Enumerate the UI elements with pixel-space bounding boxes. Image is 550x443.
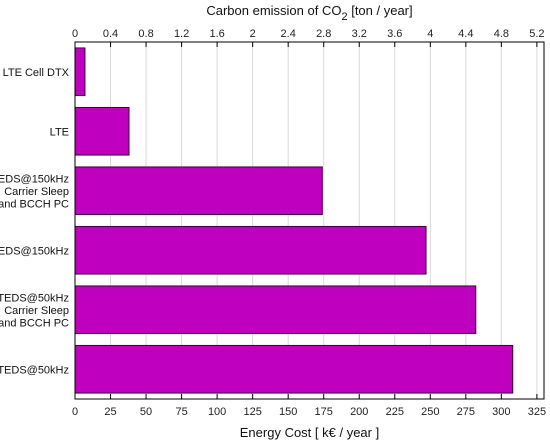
bar — [74, 166, 323, 216]
bottom-tick-label: 300 — [492, 406, 510, 418]
bottom-tick-label: 150 — [279, 406, 297, 418]
bottom-tick-label: 100 — [208, 406, 226, 418]
bottom-tick-label: 50 — [140, 406, 152, 418]
category-label-line: TEDS@50kHz — [0, 364, 69, 376]
top-tick-label: 3.2 — [352, 28, 367, 40]
top-tick-label: 2.4 — [281, 28, 296, 40]
bottom-tick-label: 0 — [72, 406, 78, 418]
bottom-tick-label: 325 — [528, 406, 546, 418]
top-tick-label: 4 — [427, 28, 433, 40]
top-axis-title-prefix: Carbon emission of CO — [206, 3, 341, 18]
top-axis-title: Carbon emission of CO2 [ton / year] — [206, 3, 412, 23]
category-label-line: and BCCH PC — [0, 198, 69, 210]
top-tick-label: 1.2 — [174, 28, 189, 40]
category-label: LTE — [50, 126, 69, 138]
top-axis-ticks: 0 0.4 0.8 1.2 1.6 2 2.4 2.8 3.2 3.6 4 4.4 4.8 5.2 — [72, 28, 545, 47]
category-label-line: LTE — [50, 126, 69, 138]
bar — [74, 47, 86, 97]
top-tick-label: 2.8 — [316, 28, 331, 40]
category-label-line: TEDS@150kHz — [0, 173, 69, 185]
top-tick-label: 3.6 — [387, 28, 402, 40]
bar — [74, 225, 427, 275]
top-tick-label: 2 — [250, 28, 256, 40]
bottom-tick-label: 75 — [175, 406, 187, 418]
category-label-line: Carrier Sleep — [4, 305, 69, 317]
bottom-tick-label: 175 — [315, 406, 333, 418]
top-tick-label: 0.8 — [138, 28, 153, 40]
top-tick-label: 1.6 — [209, 28, 224, 40]
category-label-line: and BCCH PC — [0, 317, 69, 329]
category-label: TEDS@50kHz Carrier Sleep and BCCH PC — [0, 292, 69, 329]
bottom-tick-label: 275 — [457, 406, 475, 418]
top-tick-label: 0 — [72, 28, 78, 40]
category-label: TEDS@150kHz — [0, 245, 69, 257]
bottom-tick-label: 200 — [350, 406, 368, 418]
category-label-line: TEDS@50kHz — [0, 292, 69, 304]
bar — [74, 106, 130, 156]
top-tick-label: 4.4 — [458, 28, 473, 40]
plot-frame — [74, 41, 545, 400]
top-tick-label: 0.4 — [103, 28, 118, 40]
category-label-line: LTE Cell DTX — [3, 67, 70, 79]
bar — [74, 285, 477, 335]
top-tick-label: 4.8 — [494, 28, 509, 40]
bottom-tick-label: 225 — [386, 406, 404, 418]
x-axis-title: Energy Cost [ k€ / year ] — [240, 425, 379, 440]
bottom-axis-ticks: 0 25 50 75 100 125 150 175 200 225 250 275 300 325 — [72, 394, 546, 418]
bar — [74, 344, 514, 394]
bottom-tick-label: 250 — [421, 406, 439, 418]
category-label: TEDS@50kHz — [0, 364, 69, 376]
category-label-line: TEDS@150kHz — [0, 245, 69, 257]
top-axis-title-subscript: 2 — [341, 11, 347, 23]
top-axis-title-suffix: [ton / year] — [348, 3, 413, 18]
category-label: LTE Cell DTX — [3, 67, 70, 79]
bars — [74, 47, 514, 394]
bottom-tick-label: 125 — [243, 406, 261, 418]
top-tick-label: 5.2 — [529, 28, 544, 40]
grid-lines — [110, 42, 538, 399]
bottom-tick-label: 25 — [104, 406, 116, 418]
category-label-line: Carrier Sleep — [4, 186, 69, 198]
